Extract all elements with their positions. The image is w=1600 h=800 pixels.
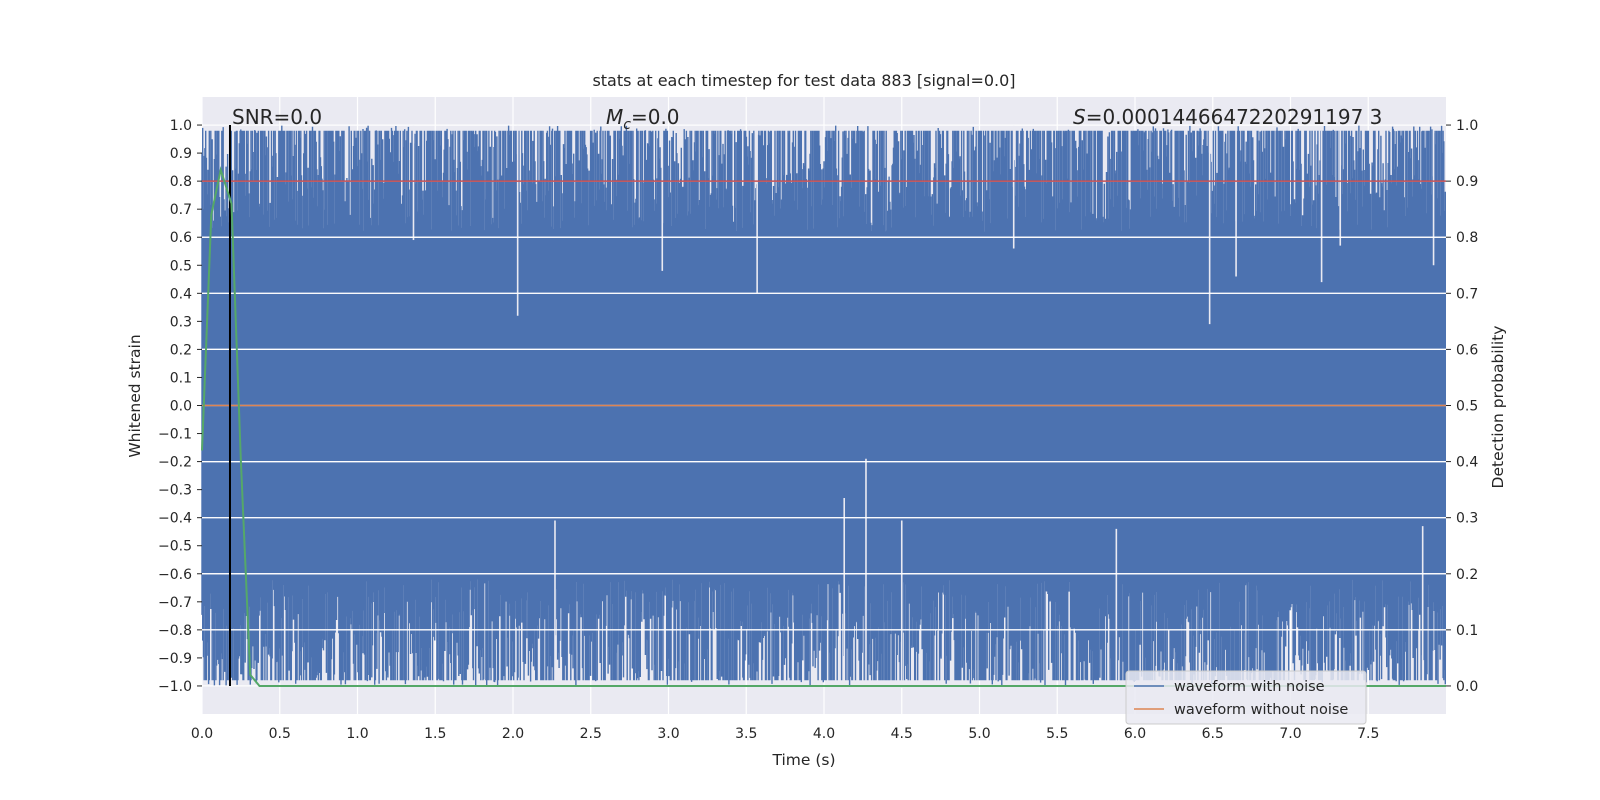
x-tick-label: 0.0 xyxy=(191,726,213,742)
x-tick-label: 1.0 xyxy=(346,726,368,742)
y-left-tick-label: 0.6 xyxy=(170,230,192,246)
s-value: =0.0001446647220291197 3 xyxy=(1086,105,1383,129)
line-series-layer xyxy=(201,125,1446,687)
y-left-tick-label: −0.2 xyxy=(158,455,192,471)
y-left-tick-label: −0.6 xyxy=(158,567,192,583)
y-axis-right-label: Detection probability xyxy=(1489,326,1507,489)
y-left-tick-label: −0.7 xyxy=(158,595,192,611)
legend: waveform with noise waveform without noi… xyxy=(1125,670,1367,725)
y-left-tick-label: −0.4 xyxy=(158,511,192,527)
y-left-tick-label: 0.5 xyxy=(170,258,192,274)
y-left-tick-label: 0.2 xyxy=(170,342,192,358)
y-left-tick-label: 0.3 xyxy=(170,314,192,330)
y-left-tick-label: −0.5 xyxy=(158,539,192,555)
y-left-tick-label: 0.9 xyxy=(170,146,192,162)
chart-title: stats at each timestep for test data 883… xyxy=(592,71,1015,90)
x-axis-label: Time (s) xyxy=(771,751,835,769)
x-tick-label: 3.5 xyxy=(735,726,757,742)
s-annotation: S=0.0001446647220291197 3 xyxy=(1073,105,1382,129)
y-left-tick-label: 0.0 xyxy=(170,399,192,415)
x-tick-label: 5.0 xyxy=(968,726,990,742)
y-left-tick-label: −0.9 xyxy=(158,651,192,667)
y-left-tick-label: −0.8 xyxy=(158,623,192,639)
x-tick-label: 5.5 xyxy=(1046,726,1068,742)
s-symbol: S xyxy=(1073,105,1086,129)
y-right-tick-label: 0.8 xyxy=(1456,230,1478,246)
noise-strokes xyxy=(201,125,1446,686)
y-left-tick-label: 0.8 xyxy=(170,174,192,190)
y-left-tick-label: 0.4 xyxy=(170,286,192,302)
snr-annotation: SNR=0.0 xyxy=(232,105,322,129)
y-right-tick-label: 0.6 xyxy=(1456,342,1478,358)
y-right-tick-label: 0.3 xyxy=(1456,511,1478,527)
chirp-mass-symbol: M xyxy=(606,105,623,129)
chirp-mass-subscript: c xyxy=(623,117,631,133)
y-right-tick-label: 0.5 xyxy=(1456,399,1478,415)
x-tick-label: 2.5 xyxy=(580,726,602,742)
y-right-tick-label: 0.4 xyxy=(1456,455,1478,471)
x-tick-label: 1.5 xyxy=(424,726,446,742)
chirp-mass-annotation: Mc=0.0 xyxy=(606,105,680,133)
legend-label-waveform-with-noise: waveform with noise xyxy=(1174,679,1325,695)
x-tick-label: 3.0 xyxy=(657,726,679,742)
x-tick-label: 4.0 xyxy=(813,726,835,742)
x-tick-label: 7.5 xyxy=(1357,726,1379,742)
y-axis-label: Whitened strain xyxy=(126,334,144,457)
x-tick-label: 7.0 xyxy=(1279,726,1301,742)
y-left-tick-label: −0.1 xyxy=(158,427,192,443)
legend-label-waveform-without-noise: waveform without noise xyxy=(1174,702,1348,718)
y-right-tick-label: 0.1 xyxy=(1456,623,1478,639)
y-left-tick-label: 0.7 xyxy=(170,202,192,218)
y-right-tick-label: 0.7 xyxy=(1456,286,1478,302)
y-left-tick-label: 0.1 xyxy=(170,370,192,386)
y-left-tick-label: 1.0 xyxy=(170,118,192,134)
x-tick-label: 2.0 xyxy=(502,726,524,742)
y-left-tick-label: −1.0 xyxy=(158,679,192,695)
y-right-tick-label: 1.0 xyxy=(1456,118,1478,134)
x-tick-label: 4.5 xyxy=(891,726,913,742)
y-left-tick-label: −0.3 xyxy=(158,483,192,499)
grid-overlay xyxy=(202,124,1446,687)
x-tick-label: 6.0 xyxy=(1124,726,1146,742)
tick-labels: 0.0 0.5 1.0 1.5 2.0 2.5 3.0 3.5 4.0 4.5 5.0 5.5 6.0 6… xyxy=(158,118,1478,742)
y-right-tick-label: 0.9 xyxy=(1456,174,1478,190)
chirp-mass-value: =0.0 xyxy=(631,105,680,129)
y-right-tick-label: 0.2 xyxy=(1456,567,1478,583)
detection-probability-line xyxy=(201,165,1446,687)
legend-box xyxy=(1125,670,1367,725)
y-right-tick-label: 0.0 xyxy=(1456,679,1478,695)
x-tick-label: 6.5 xyxy=(1202,726,1224,742)
x-tick-label: 0.5 xyxy=(269,726,291,742)
